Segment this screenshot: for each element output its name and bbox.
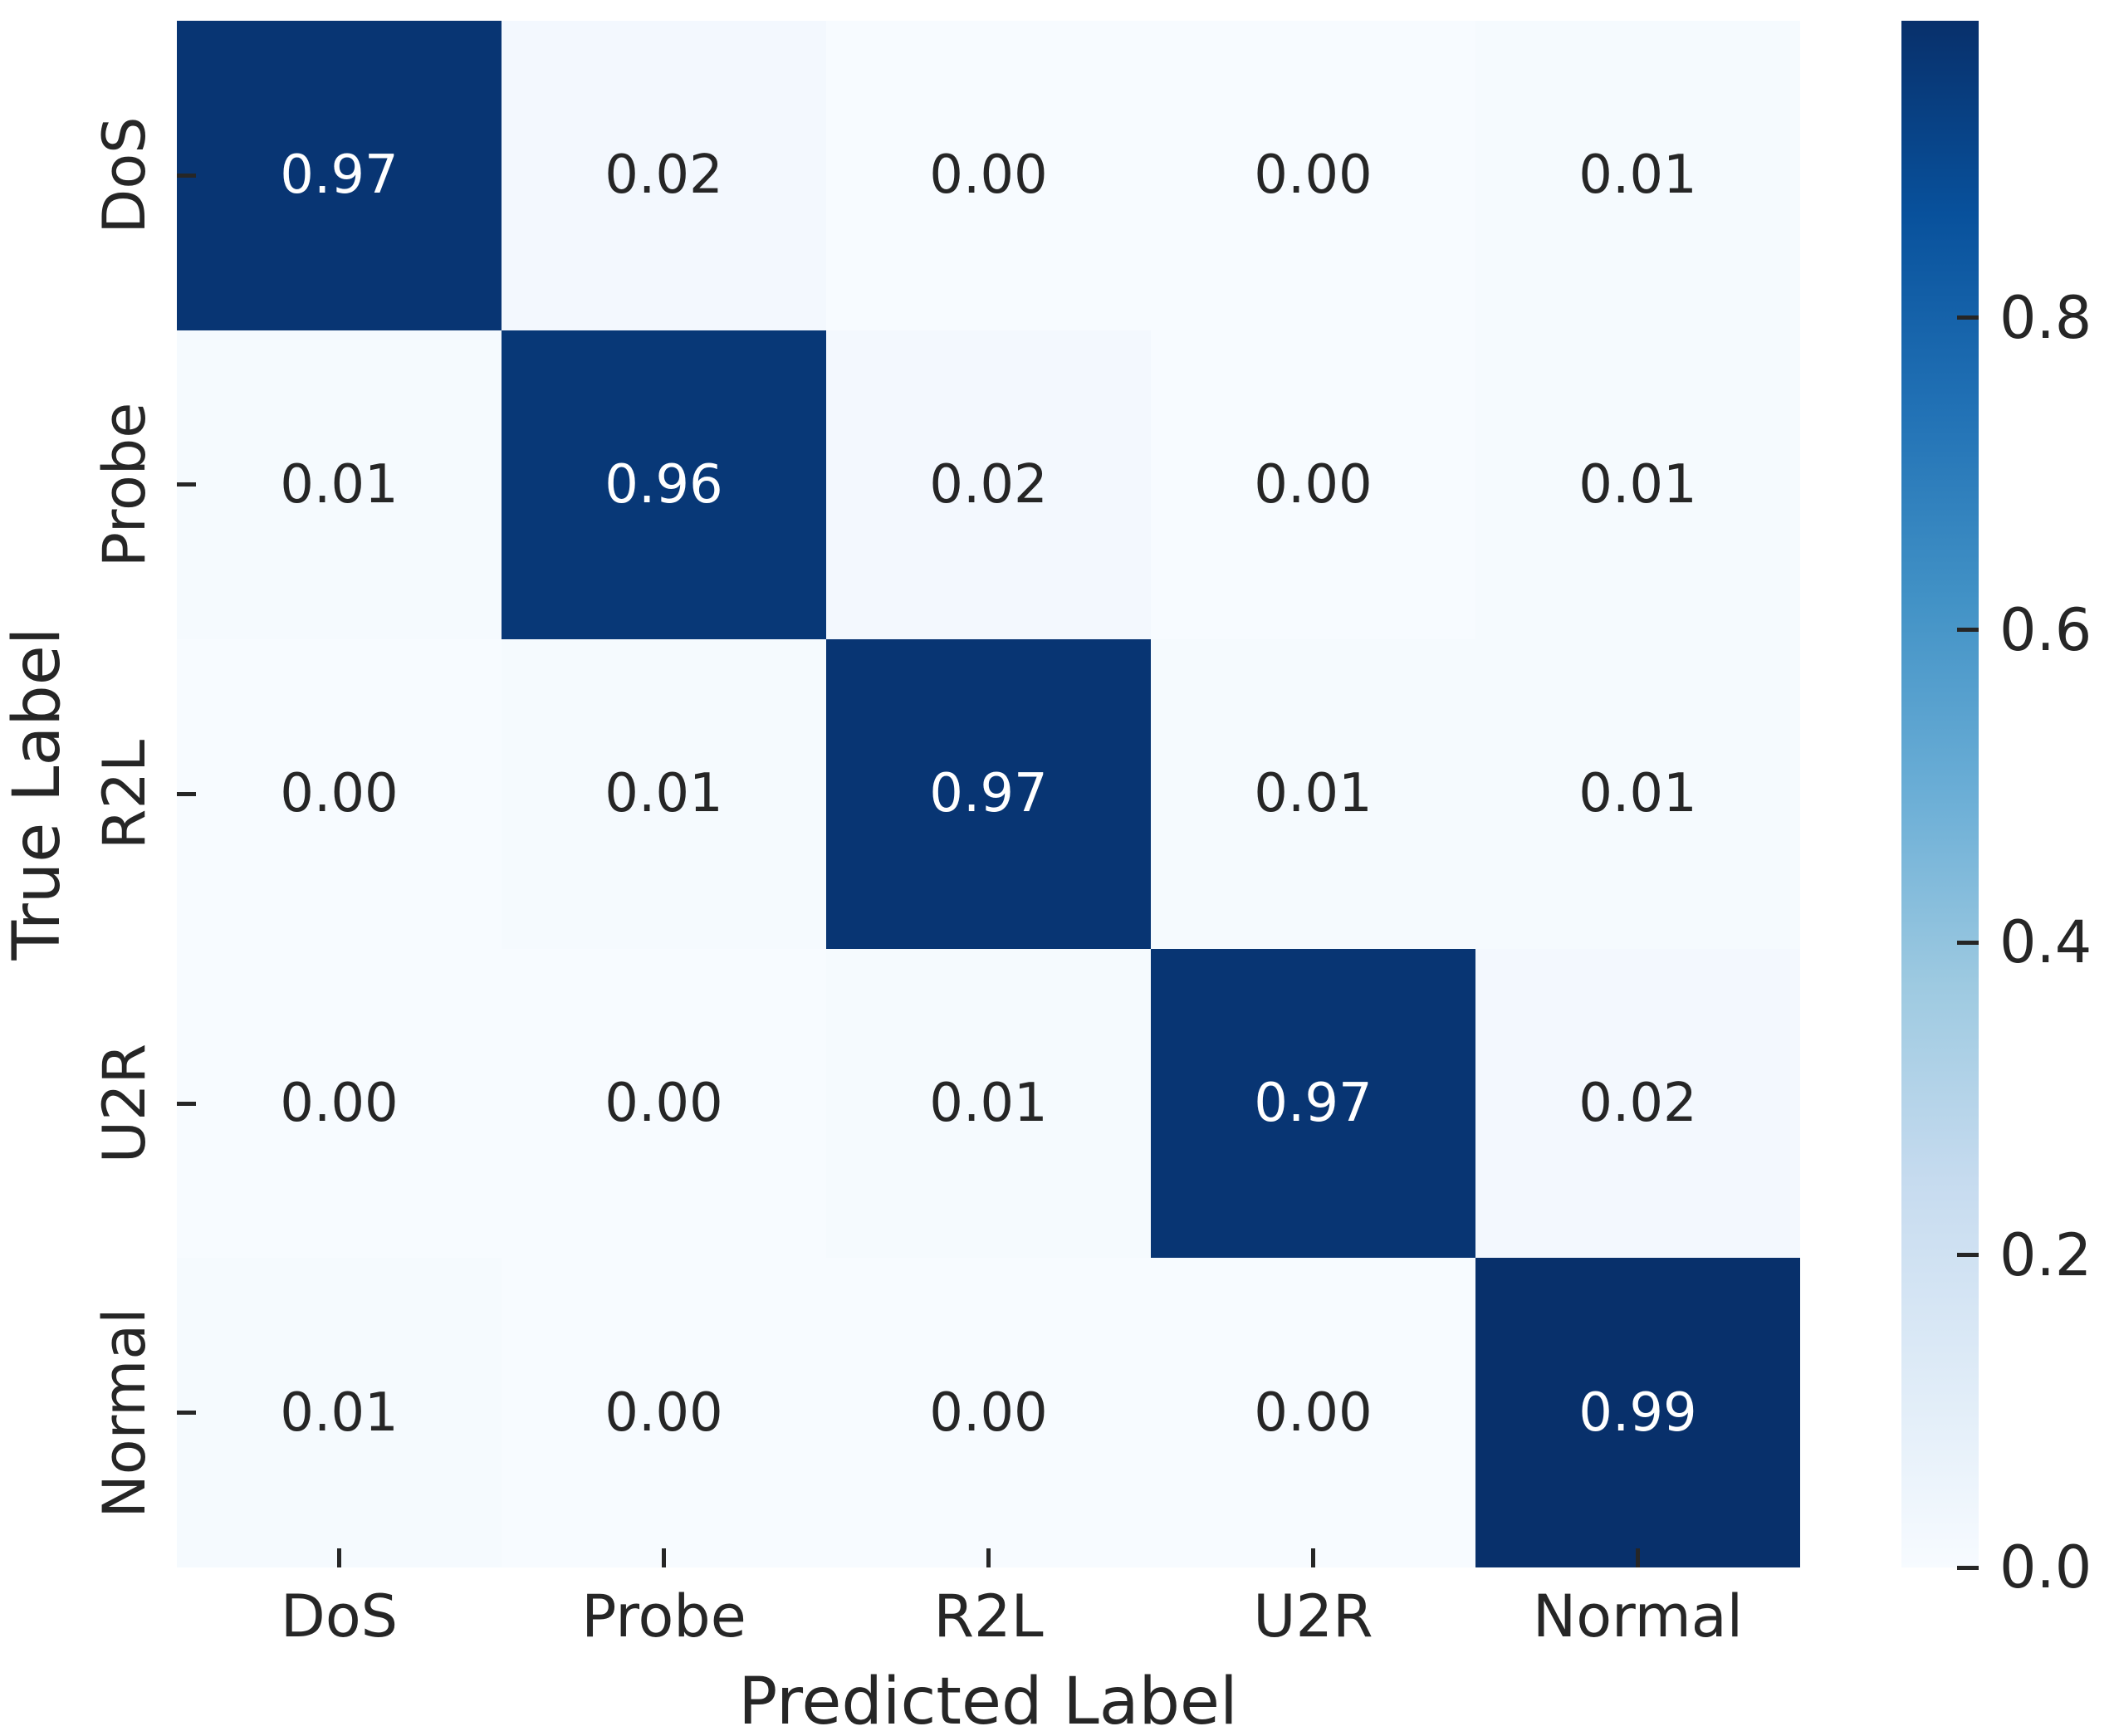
cell-value: 0.01: [1578, 763, 1697, 825]
matrix-cell-R2L-Probe: 0.01: [502, 639, 826, 949]
matrix-cell-Probe-U2R: 0.00: [1151, 330, 1475, 640]
matrix-cell-Normal-U2R: 0.00: [1151, 1258, 1475, 1567]
x-tick-label-U2R: U2R: [1253, 1582, 1373, 1650]
colorbar-tick-mark-0.4: [1957, 940, 1979, 945]
x-tick-mark-DoS: [337, 1548, 341, 1567]
x-tick-mark-U2R: [1311, 1548, 1315, 1567]
y-tick-label-R2L: R2L: [91, 739, 159, 849]
colorbar-gradient: [1901, 21, 1979, 1567]
cell-value: 0.00: [604, 1381, 723, 1444]
cell-value: 0.01: [604, 763, 723, 825]
confusion-matrix-heatmap: 0.97 0.02 0.00 0.00 0.01 0.01 0.96 0.02 0.00 0.01…: [177, 21, 1800, 1567]
colorbar-tick-mark-0.0: [1957, 1565, 1979, 1570]
y-tick-mark-Normal: [177, 1411, 196, 1416]
cell-value: 0.96: [604, 453, 723, 516]
cell-value: 0.00: [1254, 144, 1373, 207]
matrix-cell-Probe-R2L: 0.02: [826, 330, 1151, 640]
matrix-cell-U2R-R2L: 0.01: [826, 948, 1151, 1259]
x-tick-label-Probe: Probe: [581, 1582, 746, 1650]
colorbar-tick-label-0.6: 0.6: [1999, 595, 2092, 664]
x-tick-label-DoS: DoS: [280, 1582, 399, 1650]
cell-value: 0.00: [280, 1073, 399, 1135]
cell-value: 0.02: [929, 453, 1048, 516]
matrix-cell-DoS-DoS: 0.97: [177, 21, 502, 330]
matrix-cell-Probe-Probe: 0.96: [502, 330, 826, 640]
y-tick-label-Normal: Normal: [91, 1308, 159, 1518]
cell-value: 0.01: [280, 1381, 399, 1444]
matrix-cell-U2R-Normal: 0.02: [1475, 948, 1800, 1259]
matrix-cell-DoS-Normal: 0.01: [1475, 21, 1800, 330]
x-tick-label-R2L: R2L: [933, 1582, 1044, 1650]
cell-value: 0.02: [604, 144, 723, 207]
matrix-cell-U2R-Probe: 0.00: [502, 948, 826, 1259]
matrix-cell-Normal-R2L: 0.00: [826, 1258, 1151, 1567]
colorbar-tick-label-0.4: 0.4: [1999, 908, 2092, 977]
cell-value: 0.01: [280, 453, 399, 516]
cell-value: 0.00: [929, 144, 1048, 207]
cell-value: 0.97: [280, 144, 399, 207]
matrix-cell-Normal-Probe: 0.00: [502, 1258, 826, 1567]
cell-value: 0.02: [1578, 1073, 1697, 1135]
x-tick-mark-R2L: [986, 1548, 991, 1567]
cell-value: 0.01: [1578, 144, 1697, 207]
cell-value: 0.00: [604, 1073, 723, 1135]
cell-value: 0.97: [929, 763, 1048, 825]
colorbar-tick-mark-0.6: [1957, 628, 1979, 633]
cell-value: 0.00: [1254, 1381, 1373, 1444]
cell-value: 0.99: [1578, 1381, 1697, 1444]
matrix-cell-Probe-DoS: 0.01: [177, 330, 502, 640]
cell-value: 0.01: [1578, 453, 1697, 516]
cell-value: 0.97: [1254, 1073, 1373, 1135]
matrix-cell-Normal-DoS: 0.01: [177, 1258, 502, 1567]
y-tick-label-Probe: Probe: [91, 402, 159, 568]
x-tick-mark-Probe: [662, 1548, 666, 1567]
matrix-cell-R2L-U2R: 0.01: [1151, 639, 1475, 949]
y-tick-label-U2R: U2R: [91, 1043, 159, 1164]
matrix-cell-Probe-Normal: 0.01: [1475, 330, 1800, 640]
matrix-cell-R2L-Normal: 0.01: [1475, 639, 1800, 949]
cell-value: 0.00: [1254, 453, 1373, 516]
matrix-cell-DoS-Probe: 0.02: [502, 21, 826, 330]
y-tick-label-DoS: DoS: [91, 116, 159, 234]
cell-value: 0.01: [929, 1073, 1048, 1135]
matrix-cell-DoS-U2R: 0.00: [1151, 21, 1475, 330]
colorbar-tick-mark-0.8: [1957, 315, 1979, 320]
y-tick-mark-U2R: [177, 1101, 196, 1106]
cell-value: 0.00: [929, 1381, 1048, 1444]
x-tick-label-Normal: Normal: [1532, 1582, 1744, 1650]
y-tick-mark-DoS: [177, 173, 196, 178]
colorbar-tick-label-0.0: 0.0: [1999, 1533, 2092, 1602]
matrix-cell-U2R-DoS: 0.00: [177, 948, 502, 1259]
y-tick-mark-Probe: [177, 482, 196, 487]
x-tick-mark-Normal: [1636, 1548, 1640, 1567]
matrix-cell-U2R-U2R: 0.97: [1151, 948, 1475, 1259]
colorbar-tick-label-0.8: 0.8: [1999, 283, 2092, 352]
colorbar-tick-mark-0.2: [1957, 1253, 1979, 1258]
matrix-cell-Normal-Normal: 0.99: [1475, 1258, 1800, 1567]
cell-value: 0.01: [1254, 763, 1373, 825]
matrix-cell-R2L-R2L: 0.97: [826, 639, 1151, 949]
colorbar-tick-label-0.2: 0.2: [1999, 1220, 2092, 1289]
x-axis-title: Predicted Label: [738, 1665, 1238, 1736]
cell-value: 0.00: [280, 763, 399, 825]
matrix-cell-R2L-DoS: 0.00: [177, 639, 502, 949]
y-axis-title: True Label: [0, 627, 75, 961]
matrix-cell-DoS-R2L: 0.00: [826, 21, 1151, 330]
y-tick-mark-R2L: [177, 792, 196, 796]
